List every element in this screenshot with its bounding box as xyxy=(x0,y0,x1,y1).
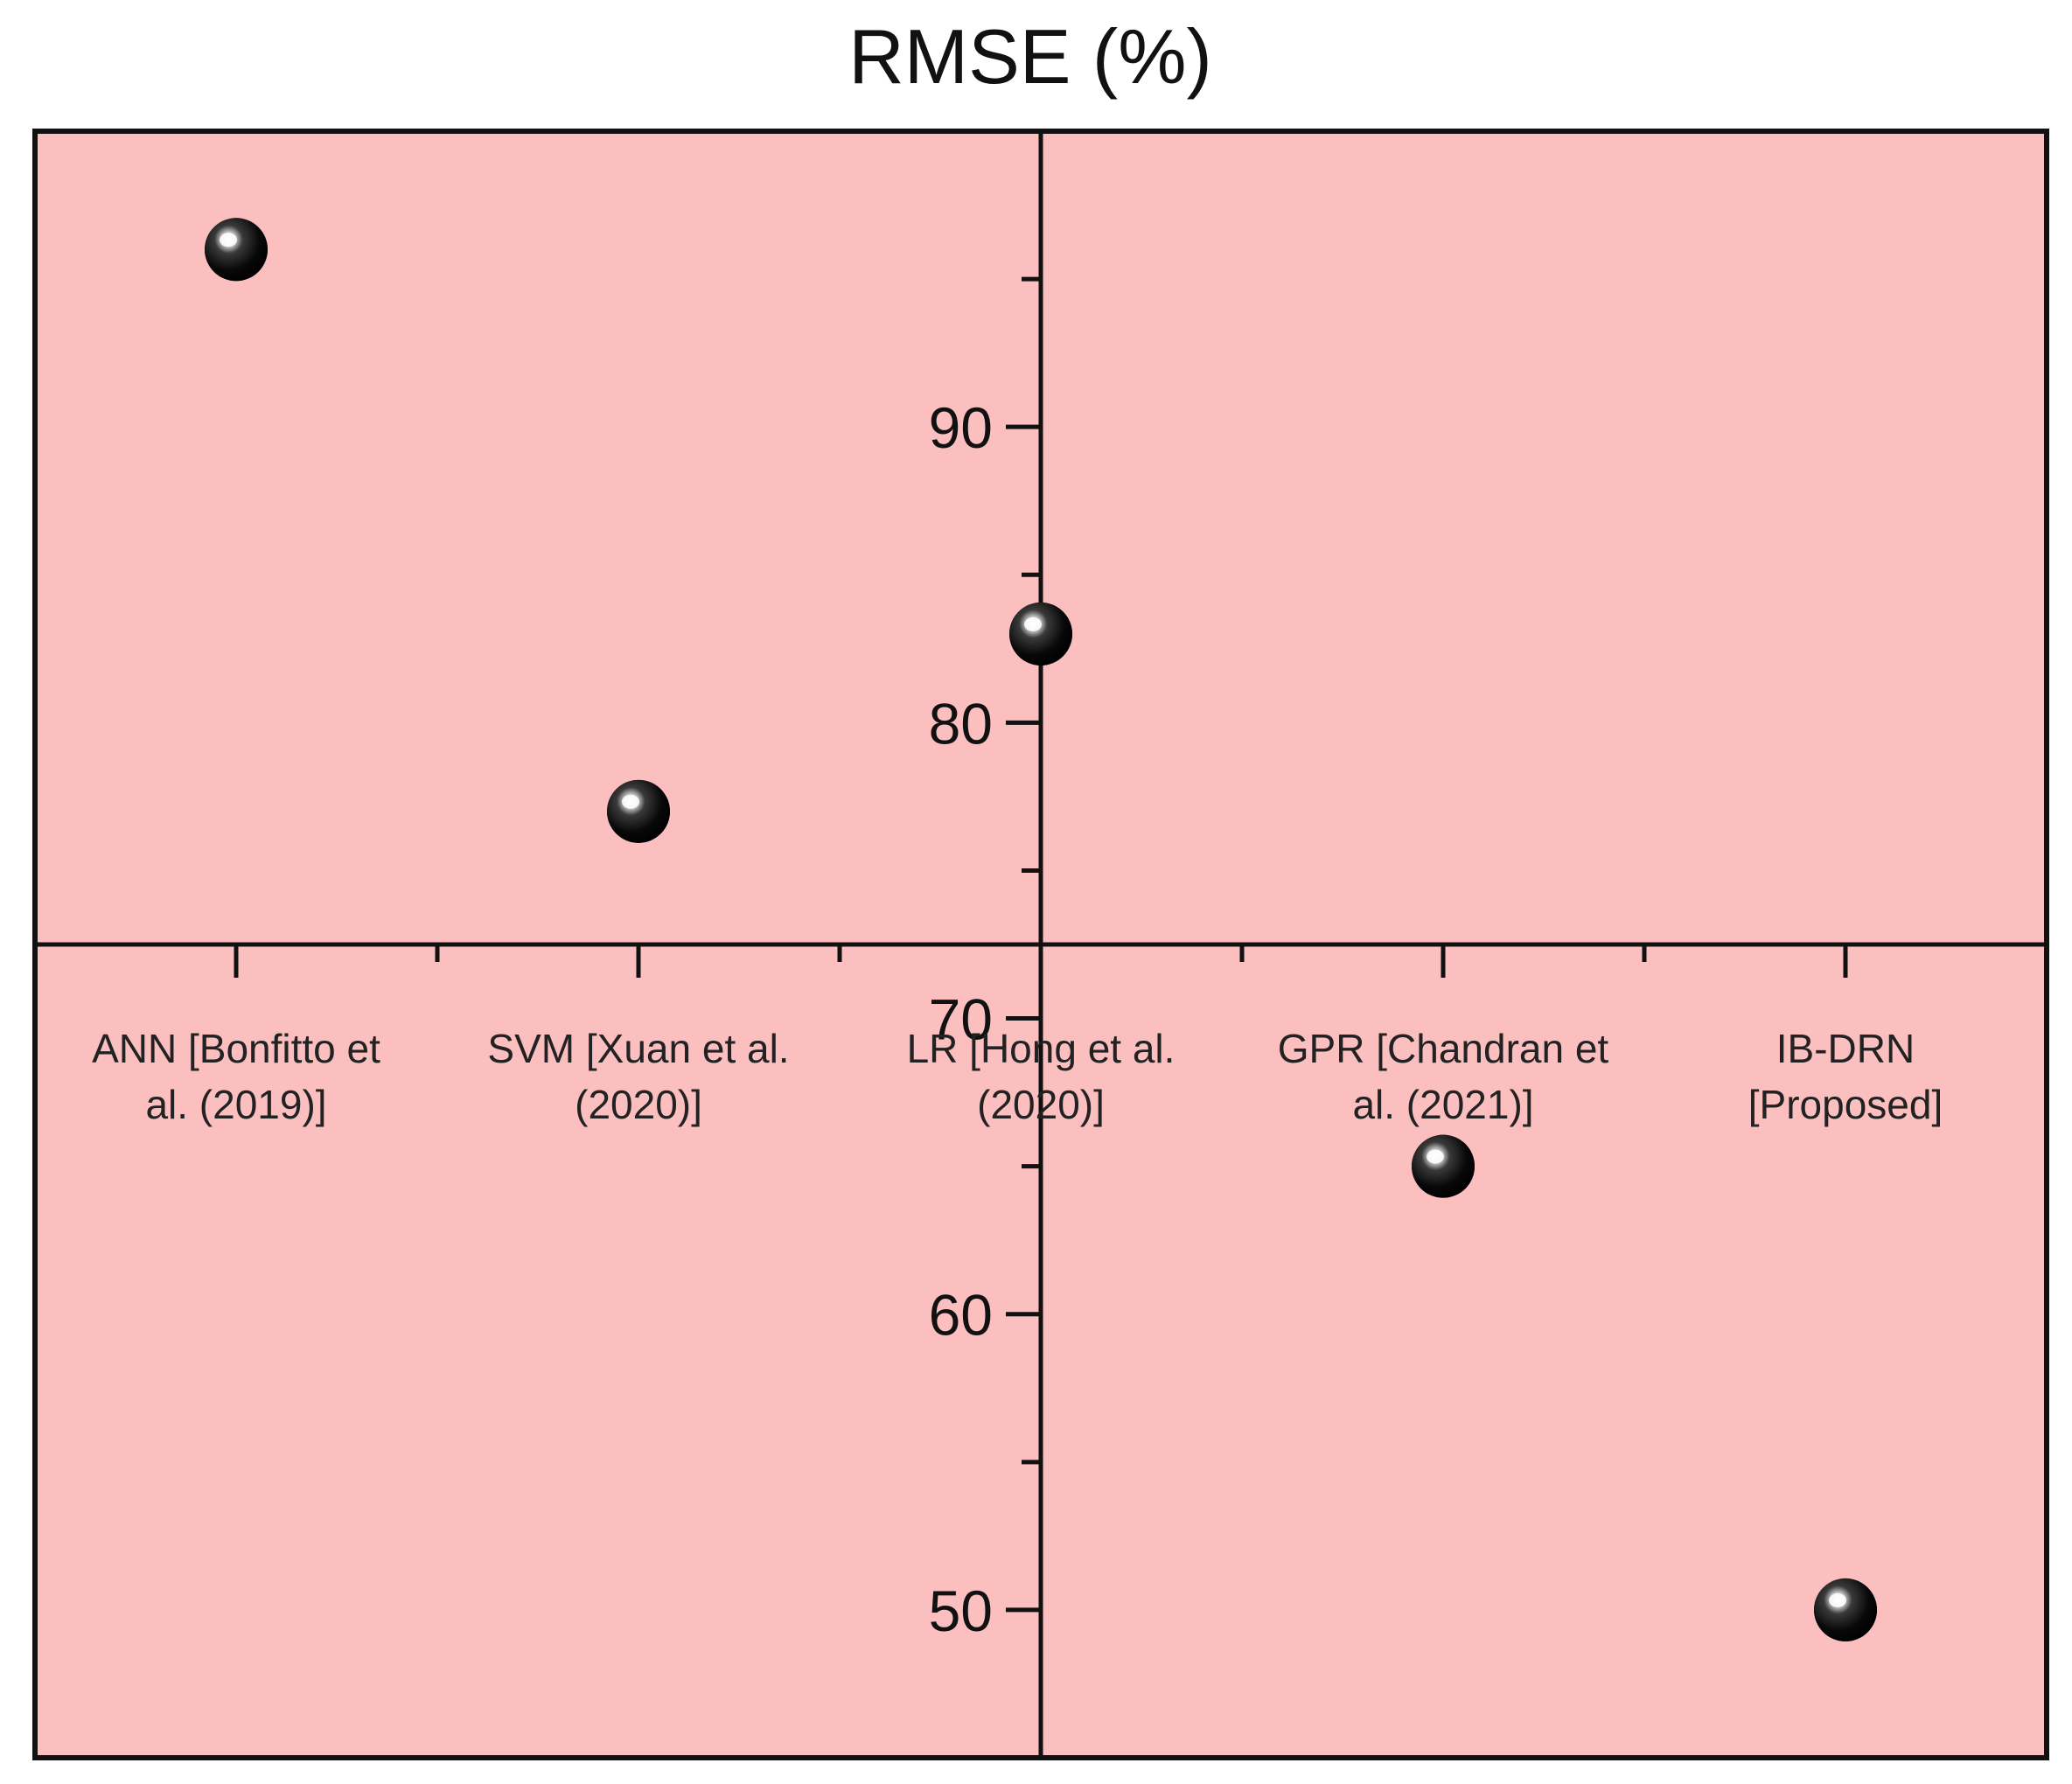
data-point-shading xyxy=(1412,1134,1475,1198)
data-point-highlight xyxy=(1829,1592,1846,1607)
y-tick-label: 70 xyxy=(929,987,993,1052)
data-point-highlight xyxy=(622,794,639,809)
y-tick-label: 90 xyxy=(929,395,993,460)
x-axis-ticks xyxy=(234,944,1848,978)
data-point-shading xyxy=(1009,602,1072,666)
x-category-label: GPR [Chandran et xyxy=(1278,1026,1609,1071)
x-category-label: al. (2021)] xyxy=(1352,1082,1533,1127)
data-point xyxy=(205,218,268,282)
data-point-shading xyxy=(607,779,670,843)
data-point xyxy=(607,779,670,843)
category-labels: ANN [Bonfitto et al. (2019)] SVM [Xuan et … xyxy=(92,1026,1943,1127)
y-tick-label: 50 xyxy=(929,1578,993,1643)
data-point xyxy=(1009,602,1072,666)
x-category-label: LR [Hong et al. xyxy=(907,1026,1176,1071)
data-point xyxy=(1814,1578,1877,1641)
x-category-label: SVM [Xuan et al. xyxy=(487,1026,789,1071)
x-category-label: IB-DRN xyxy=(1776,1026,1915,1071)
data-points xyxy=(205,218,1877,1641)
x-category-label: (2020)] xyxy=(575,1082,702,1127)
data-point-shading xyxy=(1814,1578,1877,1641)
chart-title: RMSE (%) xyxy=(848,13,1212,100)
data-point-shading xyxy=(205,218,268,282)
data-point-highlight xyxy=(1427,1149,1444,1164)
data-point xyxy=(1412,1134,1475,1198)
x-category-label: (2020)] xyxy=(977,1082,1105,1127)
y-axis-ticks: 50 60 70 80 90 xyxy=(929,276,1041,1643)
data-point-highlight xyxy=(1024,617,1042,631)
y-tick-label: 60 xyxy=(929,1283,993,1348)
x-category-label: [Proposed] xyxy=(1748,1082,1943,1127)
data-point-highlight xyxy=(220,233,237,247)
x-category-label: al. (2019)] xyxy=(145,1082,326,1127)
y-tick-label: 80 xyxy=(929,691,993,756)
x-category-label: ANN [Bonfitto et xyxy=(92,1026,380,1071)
